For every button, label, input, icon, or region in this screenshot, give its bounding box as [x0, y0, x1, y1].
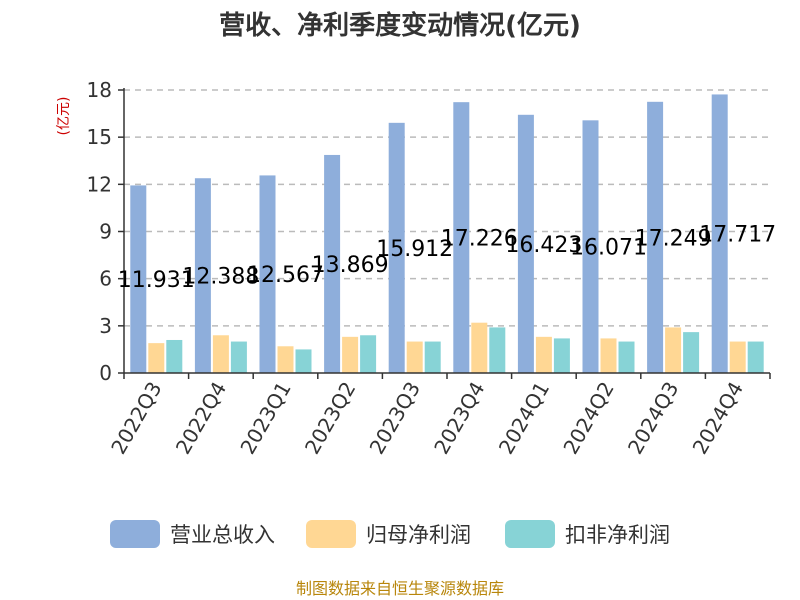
- bar: [647, 101, 664, 374]
- data-label: 15.912: [376, 237, 453, 262]
- x-tick-label: 2022Q4: [171, 378, 231, 459]
- bar: [683, 332, 700, 373]
- x-tick-label: 2024Q2: [558, 378, 618, 459]
- bar: [711, 94, 728, 373]
- y-tick-label: 15: [87, 125, 112, 149]
- chart-title: 营收、净利季度变动情况(亿元): [219, 10, 581, 41]
- bar: [665, 327, 682, 373]
- legend: 营业总收入 归母净利润 扣非净利润: [110, 520, 670, 548]
- data-label: 17.249: [635, 226, 712, 251]
- bar: [277, 346, 294, 373]
- data-label: 17.717: [699, 223, 776, 248]
- bar: [747, 341, 764, 373]
- data-label: 16.071: [570, 236, 647, 261]
- legend-swatch: [110, 520, 160, 548]
- legend-swatch: [505, 520, 555, 548]
- bar: [424, 341, 441, 373]
- x-tick-label: 2023Q2: [300, 378, 360, 459]
- legend-label: 归母净利润: [366, 523, 471, 547]
- bar: [553, 338, 570, 373]
- x-tick-label: 2022Q3: [106, 378, 166, 459]
- bar: [535, 336, 552, 373]
- bar: [324, 154, 341, 373]
- data-label: 17.226: [441, 227, 518, 252]
- bar: [453, 102, 470, 373]
- bar: [582, 120, 599, 374]
- x-tick-label: 2024Q3: [623, 378, 683, 459]
- data-label: 12.388: [182, 265, 259, 290]
- data-label: 16.423: [505, 233, 582, 258]
- source-note: 制图数据来自恒生聚源数据库: [296, 579, 504, 598]
- bar: [388, 122, 405, 373]
- bar: [166, 339, 183, 373]
- y-tick-label: 9: [99, 220, 112, 244]
- data-label: 12.567: [247, 263, 324, 288]
- gridlines: [124, 89, 770, 327]
- y-tick-label: 6: [99, 267, 112, 291]
- y-tick-label: 12: [87, 172, 112, 196]
- bar: [194, 178, 211, 373]
- x-tick-label: 2024Q4: [688, 378, 748, 459]
- y-unit-label: (亿元): [56, 97, 72, 136]
- data-label: 11.931: [118, 268, 195, 293]
- legend-label: 营业总收入: [170, 523, 275, 547]
- x-tick-label: 2023Q3: [365, 378, 425, 459]
- bar: [618, 341, 635, 373]
- bar: [230, 341, 247, 373]
- x-tick-label: 2024Q1: [494, 378, 554, 459]
- data-label: 13.869: [312, 253, 389, 278]
- bar: [517, 114, 534, 373]
- y-tick-label: 0: [99, 361, 112, 385]
- x-tick-label: 2023Q1: [235, 378, 295, 459]
- y-tick-label: 3: [99, 314, 112, 338]
- y-tick-label: 18: [87, 78, 112, 102]
- bar: [259, 175, 276, 373]
- bar: [471, 322, 488, 373]
- data-labels: 11.93112.38812.56713.86915.91217.22616.4…: [118, 223, 776, 293]
- bar: [360, 335, 377, 373]
- bar: [148, 343, 165, 373]
- bar: [406, 341, 423, 373]
- x-tick-label: 2023Q4: [429, 378, 489, 459]
- bar: [489, 327, 506, 373]
- bar: [729, 341, 746, 373]
- bar: [295, 349, 312, 373]
- bar: [600, 338, 617, 373]
- bar: [342, 336, 359, 373]
- bar: [212, 335, 229, 373]
- bar: [130, 185, 147, 373]
- bars: [130, 94, 764, 374]
- legend-label: 扣非净利润: [565, 523, 670, 547]
- legend-swatch: [306, 520, 356, 548]
